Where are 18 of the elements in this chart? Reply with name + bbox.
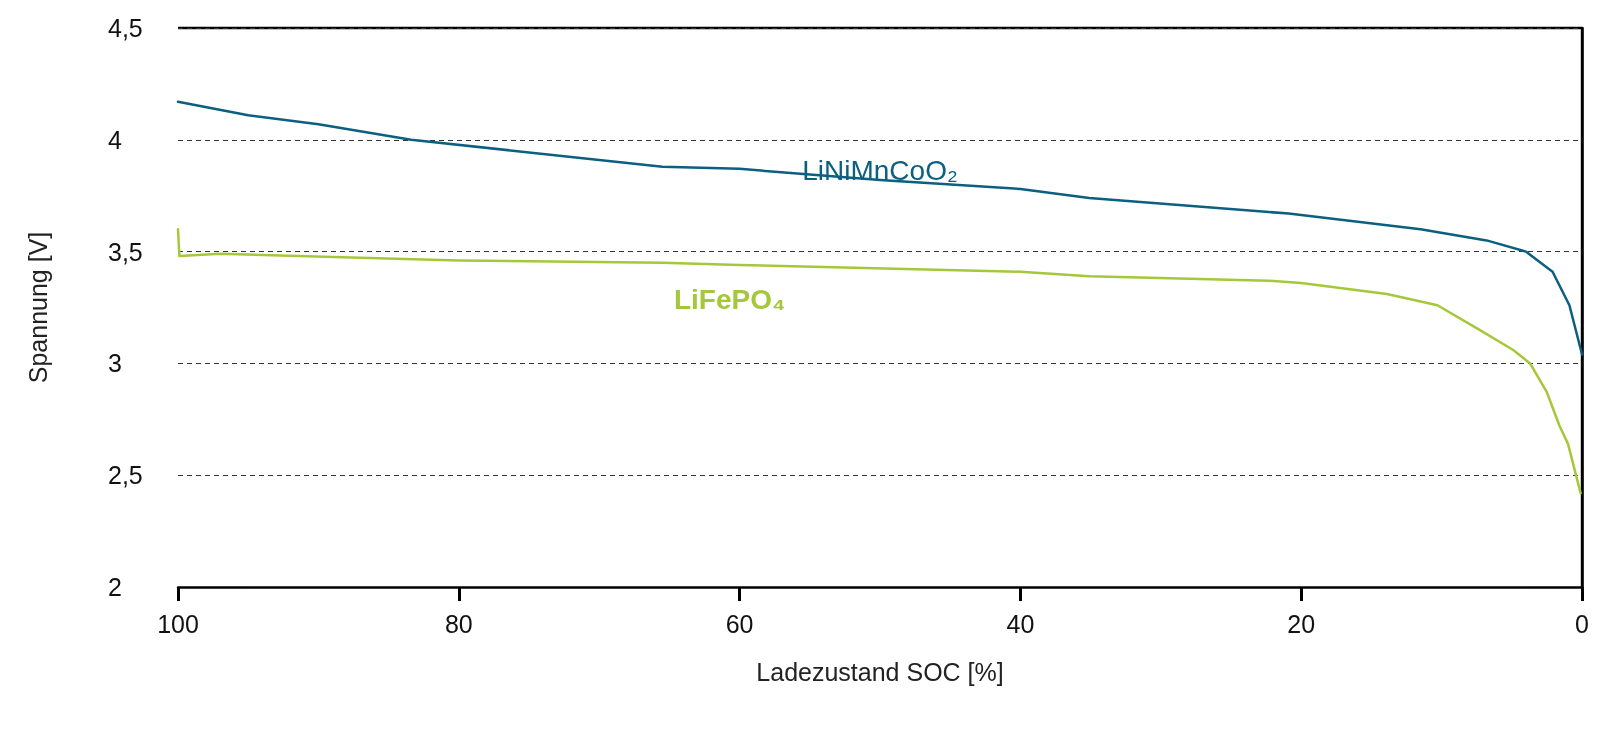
line-series [176, 227, 1582, 495]
line-series [176, 100, 1584, 356]
x-tick-label: 0 [1575, 609, 1589, 638]
y-tick-label: 3,5 [108, 237, 143, 266]
y-tick-label: 2,5 [108, 461, 143, 490]
y-tick-label: 4 [108, 125, 122, 154]
x-axis-title: Ladezustand SOC [%] [756, 657, 1004, 686]
series-label: LiNiMnCoO₂ [802, 154, 958, 186]
x-tick-label: 40 [1006, 609, 1035, 638]
y-tick-label: 3 [108, 349, 122, 378]
x-tick-label: 60 [725, 609, 754, 638]
series-label: LiFePO₄ [673, 283, 786, 315]
x-tick-label: 80 [444, 609, 473, 638]
x-tick-label: 100 [157, 609, 199, 638]
y-axis-title: Spannung [V] [23, 231, 52, 384]
x-tick-label: 20 [1287, 609, 1316, 638]
y-tick-label: 2 [108, 573, 122, 601]
y-tick-label: 4,5 [108, 14, 143, 42]
